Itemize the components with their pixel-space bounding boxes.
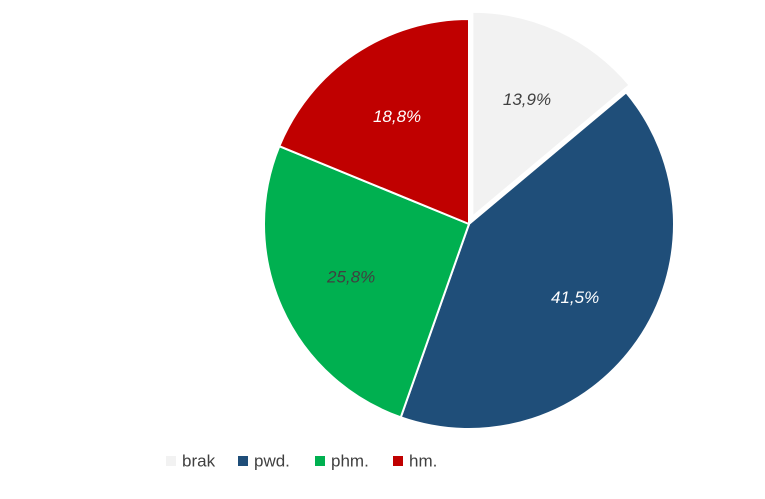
pie-slice-hm bbox=[278, 17, 470, 226]
legend-item-hm: hm. bbox=[393, 452, 437, 471]
legend-label-brak: brak bbox=[182, 452, 216, 471]
data-label-pwd: 41,5% bbox=[551, 288, 599, 307]
data-label-hm: 18,8% bbox=[373, 107, 421, 126]
legend-item-brak: brak bbox=[166, 452, 216, 471]
legend-swatch-phm bbox=[315, 456, 325, 466]
pie-slice-phm bbox=[263, 144, 471, 419]
legend-swatch-pwd bbox=[238, 456, 248, 466]
pie-slice-brak bbox=[471, 10, 631, 219]
legend-item-phm: phm. bbox=[315, 452, 369, 471]
legend: brak pwd. phm. hm. bbox=[166, 452, 437, 471]
legend-label-phm: phm. bbox=[331, 452, 369, 471]
legend-label-pwd: pwd. bbox=[254, 452, 290, 471]
data-label-phm: 25,8% bbox=[326, 267, 375, 286]
legend-swatch-hm bbox=[393, 456, 403, 466]
legend-item-pwd: pwd. bbox=[238, 452, 290, 471]
legend-swatch-brak bbox=[166, 456, 176, 466]
legend-label-hm: hm. bbox=[409, 452, 437, 471]
pie-data-labels: 13,9% 41,5% 25,8% 18,8% bbox=[326, 90, 599, 307]
data-label-brak: 13,9% bbox=[503, 90, 551, 109]
pie-slice-pwd bbox=[399, 90, 675, 430]
pie-slices bbox=[263, 10, 675, 430]
